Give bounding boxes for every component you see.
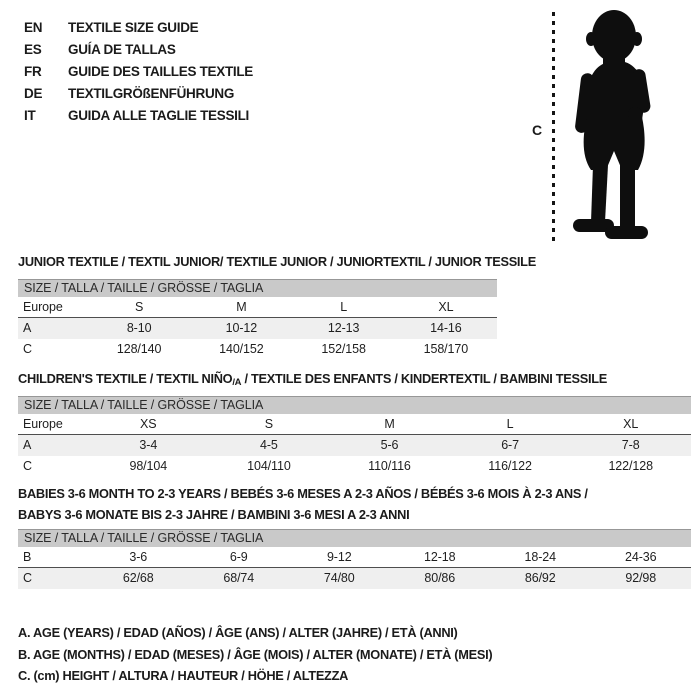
cell: 122/128 <box>608 459 653 473</box>
babies-title-line1: BABIES 3-6 MONTH TO 2-3 YEARS / BEBÉS 3-… <box>18 486 588 501</box>
cell: 9-12 <box>326 549 352 564</box>
cell: 104/110 <box>247 459 291 473</box>
cell: 3-4 <box>88 434 209 456</box>
language-row: FR GUIDE DES TAILLES TEXTILE <box>24 61 253 83</box>
cell: 12-18 <box>424 549 456 564</box>
cell: 10-12 <box>190 317 293 339</box>
size-header-bar: SIZE / TALLA / TAILLE / GRÖSSE / TAGLIA <box>18 529 691 547</box>
cell: XL <box>623 416 639 431</box>
size-header-bar: SIZE / TALLA / TAILLE / GRÖSSE / TAGLIA <box>18 279 497 297</box>
cell: 152/158 <box>321 342 366 356</box>
cell: 92/98 <box>590 567 691 589</box>
cell: 68/74 <box>188 567 289 589</box>
table-row: C 98/104 104/110 110/116 116/122 122/128 <box>18 456 691 477</box>
cell: 128/140 <box>116 342 162 356</box>
table-row: A 3-4 4-5 5-6 6-7 7-8 <box>18 434 691 456</box>
cell: 6-7 <box>449 434 571 456</box>
cell: 4-5 <box>208 434 330 456</box>
language-code: EN <box>24 20 43 35</box>
row-label: C <box>23 459 32 473</box>
table-row: A 8-10 10-12 12-13 14-16 <box>18 317 497 339</box>
babies-section-title: BABIES 3-6 MONTH TO 2-3 YEARS / BEBÉS 3-… <box>18 483 588 525</box>
guide-title-de: TEXTILGRÖßENFÜHRUNG <box>68 86 235 101</box>
cell: 86/92 <box>490 567 591 589</box>
language-code: DE <box>24 86 43 101</box>
language-row: ES GUÍA DE TALLAS <box>24 39 253 61</box>
cell: S <box>135 299 144 314</box>
junior-section-title: JUNIOR TEXTILE / TEXTIL JUNIOR/ TEXTILE … <box>18 254 536 269</box>
guide-title-en: TEXTILE SIZE GUIDE <box>68 20 199 35</box>
cell: 110/116 <box>368 459 411 473</box>
cell: 116/122 <box>488 459 532 473</box>
cell: S <box>264 416 274 431</box>
row-label: A <box>18 434 88 456</box>
height-measure-label: C <box>532 122 543 138</box>
cell: 98/104 <box>129 459 168 473</box>
cell: 80/86 <box>389 567 490 589</box>
cell: 14-16 <box>394 317 497 339</box>
cell: 12-13 <box>292 317 395 339</box>
footnote-b: B. AGE (MONTHS) / EDAD (MESES) / ÂGE (MO… <box>18 646 493 662</box>
cell: M <box>236 299 247 314</box>
footnote-c: C. (cm) HEIGHT / ALTURA / HAUTEUR / HÖHE… <box>18 668 349 683</box>
cell: L <box>340 299 348 314</box>
cell: 8-10 <box>88 317 191 339</box>
footnote-legend: A. AGE (YEARS) / EDAD (AÑOS) / ÂGE (ANS)… <box>18 622 493 687</box>
cell: XS <box>140 416 157 431</box>
row-label: A <box>18 317 88 339</box>
table-row: C 128/140 140/152 152/158 158/170 <box>18 339 497 360</box>
baby-silhouette <box>573 10 651 239</box>
cell: 62/68 <box>88 567 189 589</box>
cell: 74/80 <box>289 567 390 589</box>
row-label: B <box>23 549 32 564</box>
language-row: DE TEXTILGRÖßENFÜHRUNG <box>24 83 253 105</box>
children-size-table: SIZE / TALLA / TAILLE / GRÖSSE / TAGLIA … <box>18 396 691 477</box>
row-label: Europe <box>23 416 63 431</box>
height-measure-line <box>552 12 555 241</box>
row-label: Europe <box>23 299 63 314</box>
footnote-a: A. AGE (YEARS) / EDAD (AÑOS) / ÂGE (ANS)… <box>18 625 458 640</box>
cell: 3-6 <box>129 549 148 564</box>
cell: 24-36 <box>625 549 657 564</box>
guide-title-it: GUIDA ALLE TAGLIE TESSILI <box>68 108 249 123</box>
table-row: Europe S M L XL <box>18 297 497 318</box>
cell: M <box>384 416 395 431</box>
language-code: ES <box>24 42 42 57</box>
language-row: IT GUIDA ALLE TAGLIE TESSILI <box>24 105 253 127</box>
children-title-sub: /A <box>232 377 242 388</box>
table-row: Europe XS S M L XL <box>18 414 691 435</box>
children-title-pre: CHILDREN'S TEXTILE / TEXTIL NIÑO <box>18 371 233 386</box>
size-header-bar: SIZE / TALLA / TAILLE / GRÖSSE / TAGLIA <box>18 396 691 414</box>
language-code: IT <box>24 108 36 123</box>
guide-title-fr: GUIDE DES TAILLES TEXTILE <box>68 64 254 79</box>
cell: L <box>506 416 514 431</box>
junior-size-table: SIZE / TALLA / TAILLE / GRÖSSE / TAGLIA … <box>18 279 497 360</box>
cell: 140/152 <box>219 342 264 356</box>
children-section-title: CHILDREN'S TEXTILE / TEXTIL NIÑO/A / TEX… <box>18 368 607 393</box>
babies-title-line2: BABYS 3-6 MONATE BIS 2-3 JAHRE / BAMBINI… <box>18 507 410 522</box>
cell: 5-6 <box>329 434 450 456</box>
language-row: EN TEXTILE SIZE GUIDE <box>24 17 253 39</box>
cell: 18-24 <box>524 549 557 564</box>
children-title-post: / TEXTILE DES ENFANTS / KINDERTEXTIL / B… <box>241 371 608 386</box>
language-title-list: EN TEXTILE SIZE GUIDE ES GUÍA DE TALLAS … <box>24 17 253 127</box>
language-code: FR <box>24 64 42 79</box>
table-row: B 3-6 6-9 9-12 12-18 18-24 24-36 <box>18 547 691 568</box>
cell: 158/170 <box>423 342 469 356</box>
cell: XL <box>438 299 454 314</box>
babies-size-table: SIZE / TALLA / TAILLE / GRÖSSE / TAGLIA … <box>18 529 691 589</box>
cell: 7-8 <box>570 434 691 456</box>
guide-title-es: GUÍA DE TALLAS <box>68 42 176 57</box>
row-label: C <box>23 342 32 356</box>
row-label: C <box>18 567 88 589</box>
table-row: C 62/68 68/74 74/80 80/86 86/92 92/98 <box>18 567 691 589</box>
cell: 6-9 <box>229 549 248 564</box>
